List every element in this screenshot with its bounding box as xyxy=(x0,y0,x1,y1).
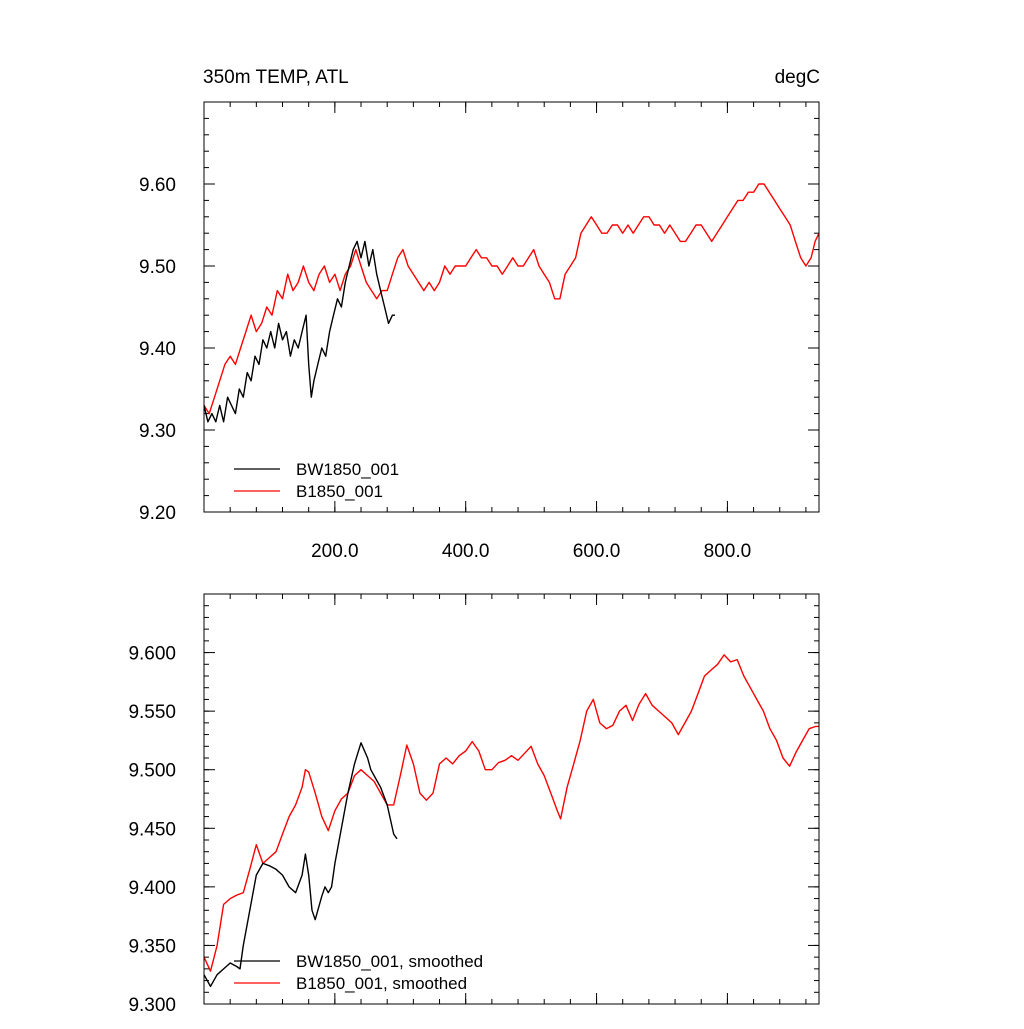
top-panel: 350m TEMP, ATL degC 200.0 400.0 600.0 800.0… xyxy=(139,67,820,562)
bottom-panel-lines xyxy=(203,654,819,988)
bottom-panel: 9.300 9.350 9.400 9.450 9.500 9.550 9.600 BW18… xyxy=(128,593,820,1016)
x-tick-label: 200.0 xyxy=(311,541,359,562)
x-tick-label: 400.0 xyxy=(442,541,490,562)
y-tick-label: 9.300 xyxy=(128,995,176,1016)
x-tick-label: 600.0 xyxy=(573,541,621,562)
top-panel-lines xyxy=(203,183,820,423)
series-line-bw1850-001-smoothed xyxy=(203,742,398,988)
y-tick-label: 9.500 xyxy=(128,761,176,782)
top-panel-ticks: 200.0 400.0 600.0 800.0 9.20 9.30 9.40 9.50 9.60 xyxy=(139,102,819,562)
legend-label-b1850: B1850_001 xyxy=(296,482,383,501)
y-tick-label: 9.40 xyxy=(139,339,176,360)
y-tick-label: 9.60 xyxy=(139,175,176,196)
top-panel-units: degC xyxy=(775,67,820,88)
x-tick-label: 800.0 xyxy=(704,541,752,562)
top-panel-legend: BW1850_001 B1850_001 xyxy=(234,460,399,501)
bottom-panel-legend: BW1850_001, smoothed B1850_001, smoothed xyxy=(234,952,483,993)
series-line-b1850-001-smoothed xyxy=(203,654,819,972)
bottom-panel-ticks: 9.300 9.350 9.400 9.450 9.500 9.550 9.600 xyxy=(128,594,819,1016)
y-tick-label: 9.400 xyxy=(128,878,176,899)
legend-label-bw1850: BW1850_001 xyxy=(296,460,399,479)
y-tick-label: 9.50 xyxy=(139,257,176,278)
y-tick-label: 9.600 xyxy=(128,644,176,665)
y-tick-label: 9.550 xyxy=(128,702,176,723)
legend-label-b1850-smoothed: B1850_001, smoothed xyxy=(296,974,467,993)
series-line-bw1850-001 xyxy=(203,240,395,423)
top-panel-frame xyxy=(203,101,820,513)
y-tick-label: 9.30 xyxy=(139,421,176,442)
y-tick-label: 9.20 xyxy=(139,503,176,524)
bottom-panel-frame xyxy=(203,593,820,1005)
legend-label-bw1850-smoothed: BW1850_001, smoothed xyxy=(296,952,483,971)
series-line-b1850-001 xyxy=(203,183,820,415)
top-panel-title: 350m TEMP, ATL xyxy=(203,67,349,88)
y-tick-label: 9.350 xyxy=(128,936,176,957)
y-tick-label: 9.450 xyxy=(128,819,176,840)
